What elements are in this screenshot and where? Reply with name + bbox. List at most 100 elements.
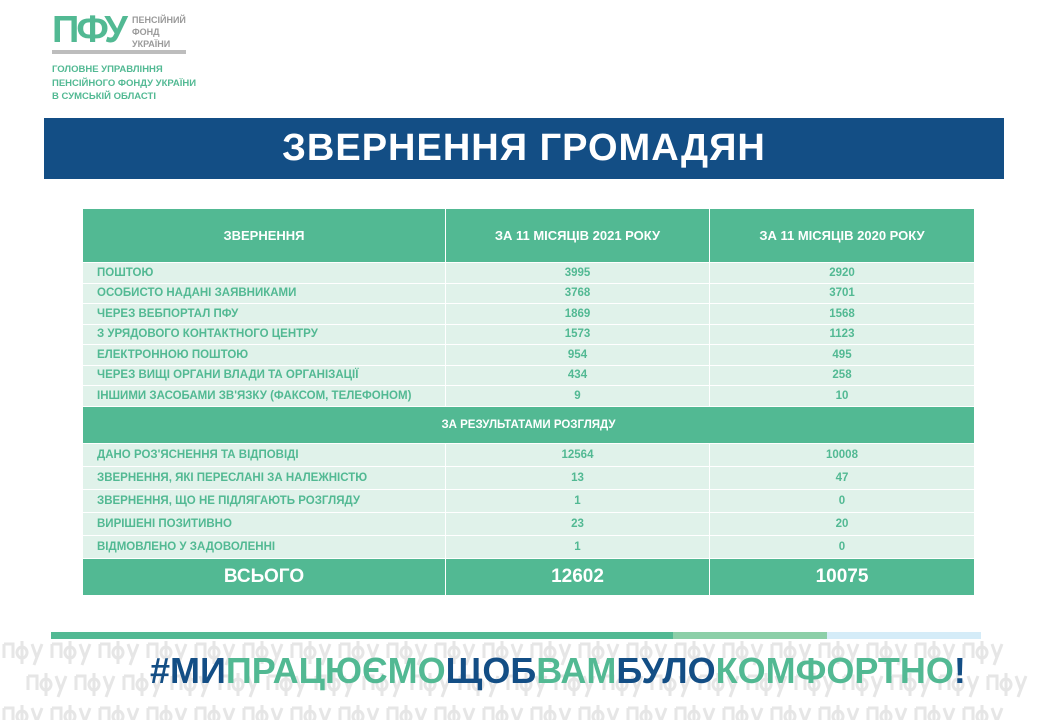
- watermark-mark: [866, 641, 908, 666]
- row-label: ВСЬОГО: [82, 557, 446, 596]
- watermark-mark: [242, 705, 284, 720]
- table-row: ЧЕРЕЗ ВИЩІ ОРГАНИ ВЛАДИ ТА ОРГАНІЗАЦІЇ 43…: [82, 364, 975, 386]
- value-2020: 0: [709, 488, 975, 513]
- value-2021: 1: [445, 488, 710, 513]
- watermark-mark: [770, 641, 812, 666]
- stripe-green: [51, 632, 673, 639]
- table-header: ЗВЕРНЕННЯ ЗА 11 МІСЯЦІВ 2021 РОКУ ЗА 11 МІ…: [82, 208, 975, 263]
- watermark-mark: [194, 705, 236, 720]
- watermark-mark: [170, 673, 212, 698]
- value-2020: 20: [709, 511, 975, 536]
- watermark-mark: [794, 673, 836, 698]
- table-row: ЧЕРЕЗ ВЕБПОРТАЛ ПФУ 1869 1568: [82, 303, 975, 325]
- page-title: ЗВЕРНЕННЯ ГРОМАДЯН: [44, 118, 1004, 179]
- watermark-mark: [98, 705, 140, 720]
- watermark-mark: [506, 673, 548, 698]
- slogan-part: ПРАЦЮЄМО: [225, 650, 446, 691]
- watermark-mark: [2, 641, 44, 666]
- row-label: ДАНО РОЗ'ЯСНЕННЯ ТА ВІДПОВІДІ: [82, 442, 446, 467]
- watermark-mark: [626, 705, 668, 720]
- row-label: З УРЯДОВОГО КОНТАКТНОГО ЦЕНТРУ: [82, 323, 446, 345]
- watermark-mark: [530, 641, 572, 666]
- table-row: ВІДМОВЛЕНО У ЗАДОВОЛЕННІ 1 0: [82, 534, 975, 559]
- value-2021: 12564: [445, 442, 710, 467]
- watermark-mark: [722, 705, 764, 720]
- watermark-mark: [578, 641, 620, 666]
- watermark-mark: [554, 673, 596, 698]
- watermark-mark: [818, 641, 860, 666]
- watermark-mark: [146, 641, 188, 666]
- logo-mark: ПФУ: [52, 9, 128, 51]
- value-2021: 23: [445, 511, 710, 536]
- table-row: ІНШИМИ ЗАСОБАМИ ЗВ'ЯЗКУ (ФАКСОМ, ТЕЛЕФОН…: [82, 385, 975, 407]
- slogan-part: ВАМ: [536, 650, 617, 691]
- watermark-mark: [674, 641, 716, 666]
- watermark-pattern: [2, 641, 1028, 720]
- value-2020: 258: [709, 364, 975, 386]
- watermark-mark: [698, 673, 740, 698]
- watermark-mark: [2, 705, 44, 720]
- row-label: ЧЕРЕЗ ВИЩІ ОРГАНИ ВЛАДИ ТА ОРГАНІЗАЦІЇ: [82, 364, 446, 386]
- watermark-mark: [386, 641, 428, 666]
- watermark-mark: [482, 641, 524, 666]
- appeals-table: ЗВЕРНЕННЯ ЗА 11 МІСЯЦІВ 2021 РОКУ ЗА 11 МІ…: [82, 208, 975, 596]
- value-2021: 3768: [445, 282, 710, 304]
- value-2020: 10: [709, 385, 975, 407]
- value-2021: 3995: [445, 262, 710, 284]
- value-2021: ЗА 11 МІСЯЦІВ 2021 РОКУ: [445, 208, 710, 263]
- value-2020: 10008: [709, 442, 975, 467]
- watermark-mark: [122, 673, 164, 698]
- watermark-mark: [338, 705, 380, 720]
- table-row: ОСОБИСТО НАДАНІ ЗАЯВНИКАМИ 3768 3701: [82, 282, 975, 304]
- row-label: ЗВЕРНЕННЯ, ЩО НЕ ПІДЛЯГАЮТЬ РОЗГЛЯДУ: [82, 488, 446, 513]
- table-row: ЗВЕРНЕННЯ, ЩО НЕ ПІДЛЯГАЮТЬ РОЗГЛЯДУ 1 0: [82, 488, 975, 513]
- table-row: ЕЛЕКТРОННОЮ ПОШТОЮ 954 495: [82, 344, 975, 366]
- watermark-mark: [74, 673, 116, 698]
- row-label: ОСОБИСТО НАДАНІ ЗАЯВНИКАМИ: [82, 282, 446, 304]
- section-title: ЗА РЕЗУЛЬТАТАМИ РОЗГЛЯДУ: [82, 405, 975, 444]
- row-label: ЗВЕРНЕННЯ: [82, 208, 446, 263]
- department-name: ГОЛОВНЕ УПРАВЛІННЯ ПЕНСІЙНОГО ФОНДУ УКРА…: [52, 64, 197, 102]
- value-2020: 3701: [709, 282, 975, 304]
- watermark-mark: [770, 705, 812, 720]
- watermark-mark: [482, 705, 524, 720]
- watermark-mark: [434, 705, 476, 720]
- slogan-part: !: [953, 650, 966, 691]
- watermark-mark: [218, 673, 260, 698]
- watermark-mark: [314, 673, 356, 698]
- logo-text: ПЕНСІЙНИЙ ФОНД УКРАЇНИ: [132, 15, 186, 49]
- slogan-part: ЩОБ: [445, 650, 537, 691]
- watermark-mark: [98, 641, 140, 666]
- watermark-mark: [746, 673, 788, 698]
- value-2020: 1568: [709, 303, 975, 325]
- slogan-part: БУЛО: [616, 650, 716, 691]
- watermark-mark: [338, 641, 380, 666]
- watermark-mark: [242, 641, 284, 666]
- table-row: ДАНО РОЗ'ЯСНЕННЯ ТА ВІДПОВІДІ 12564 10008: [82, 442, 975, 467]
- value-2020: 495: [709, 344, 975, 366]
- watermark-mark: [50, 641, 92, 666]
- logo-underline: [52, 50, 186, 54]
- row-label: ЕЛЕКТРОННОЮ ПОШТОЮ: [82, 344, 446, 366]
- value-2020: 10075: [709, 557, 975, 596]
- watermark-mark: [914, 641, 956, 666]
- watermark-mark: [986, 673, 1028, 698]
- value-2021: 9: [445, 385, 710, 407]
- table-row: ЗВЕРНЕННЯ, ЯКІ ПЕРЕСЛАНІ ЗА НАЛЕЖНІСТЮ 13…: [82, 465, 975, 490]
- value-2021: 1573: [445, 323, 710, 345]
- watermark-mark: [434, 641, 476, 666]
- watermark-mark: [650, 673, 692, 698]
- watermark-mark: [146, 705, 188, 720]
- row-label: ЗВЕРНЕННЯ, ЯКІ ПЕРЕСЛАНІ ЗА НАЛЕЖНІСТЮ: [82, 465, 446, 490]
- watermark-mark: [386, 705, 428, 720]
- watermark-mark: [26, 673, 68, 698]
- watermark-mark: [266, 673, 308, 698]
- watermark-mark: [962, 705, 1004, 720]
- value-2021: 13: [445, 465, 710, 490]
- watermark-mark: [842, 673, 884, 698]
- total-row: ВСЬОГО 12602 10075: [82, 557, 975, 596]
- slogan-hashtag: #МИПРАЦЮЄМОЩОБВАМБУЛОКОМФОРТНО!: [150, 650, 966, 692]
- row-label: ВІДМОВЛЕНО У ЗАДОВОЛЕННІ: [82, 534, 446, 559]
- value-2020: 0: [709, 534, 975, 559]
- watermark-mark: [890, 673, 932, 698]
